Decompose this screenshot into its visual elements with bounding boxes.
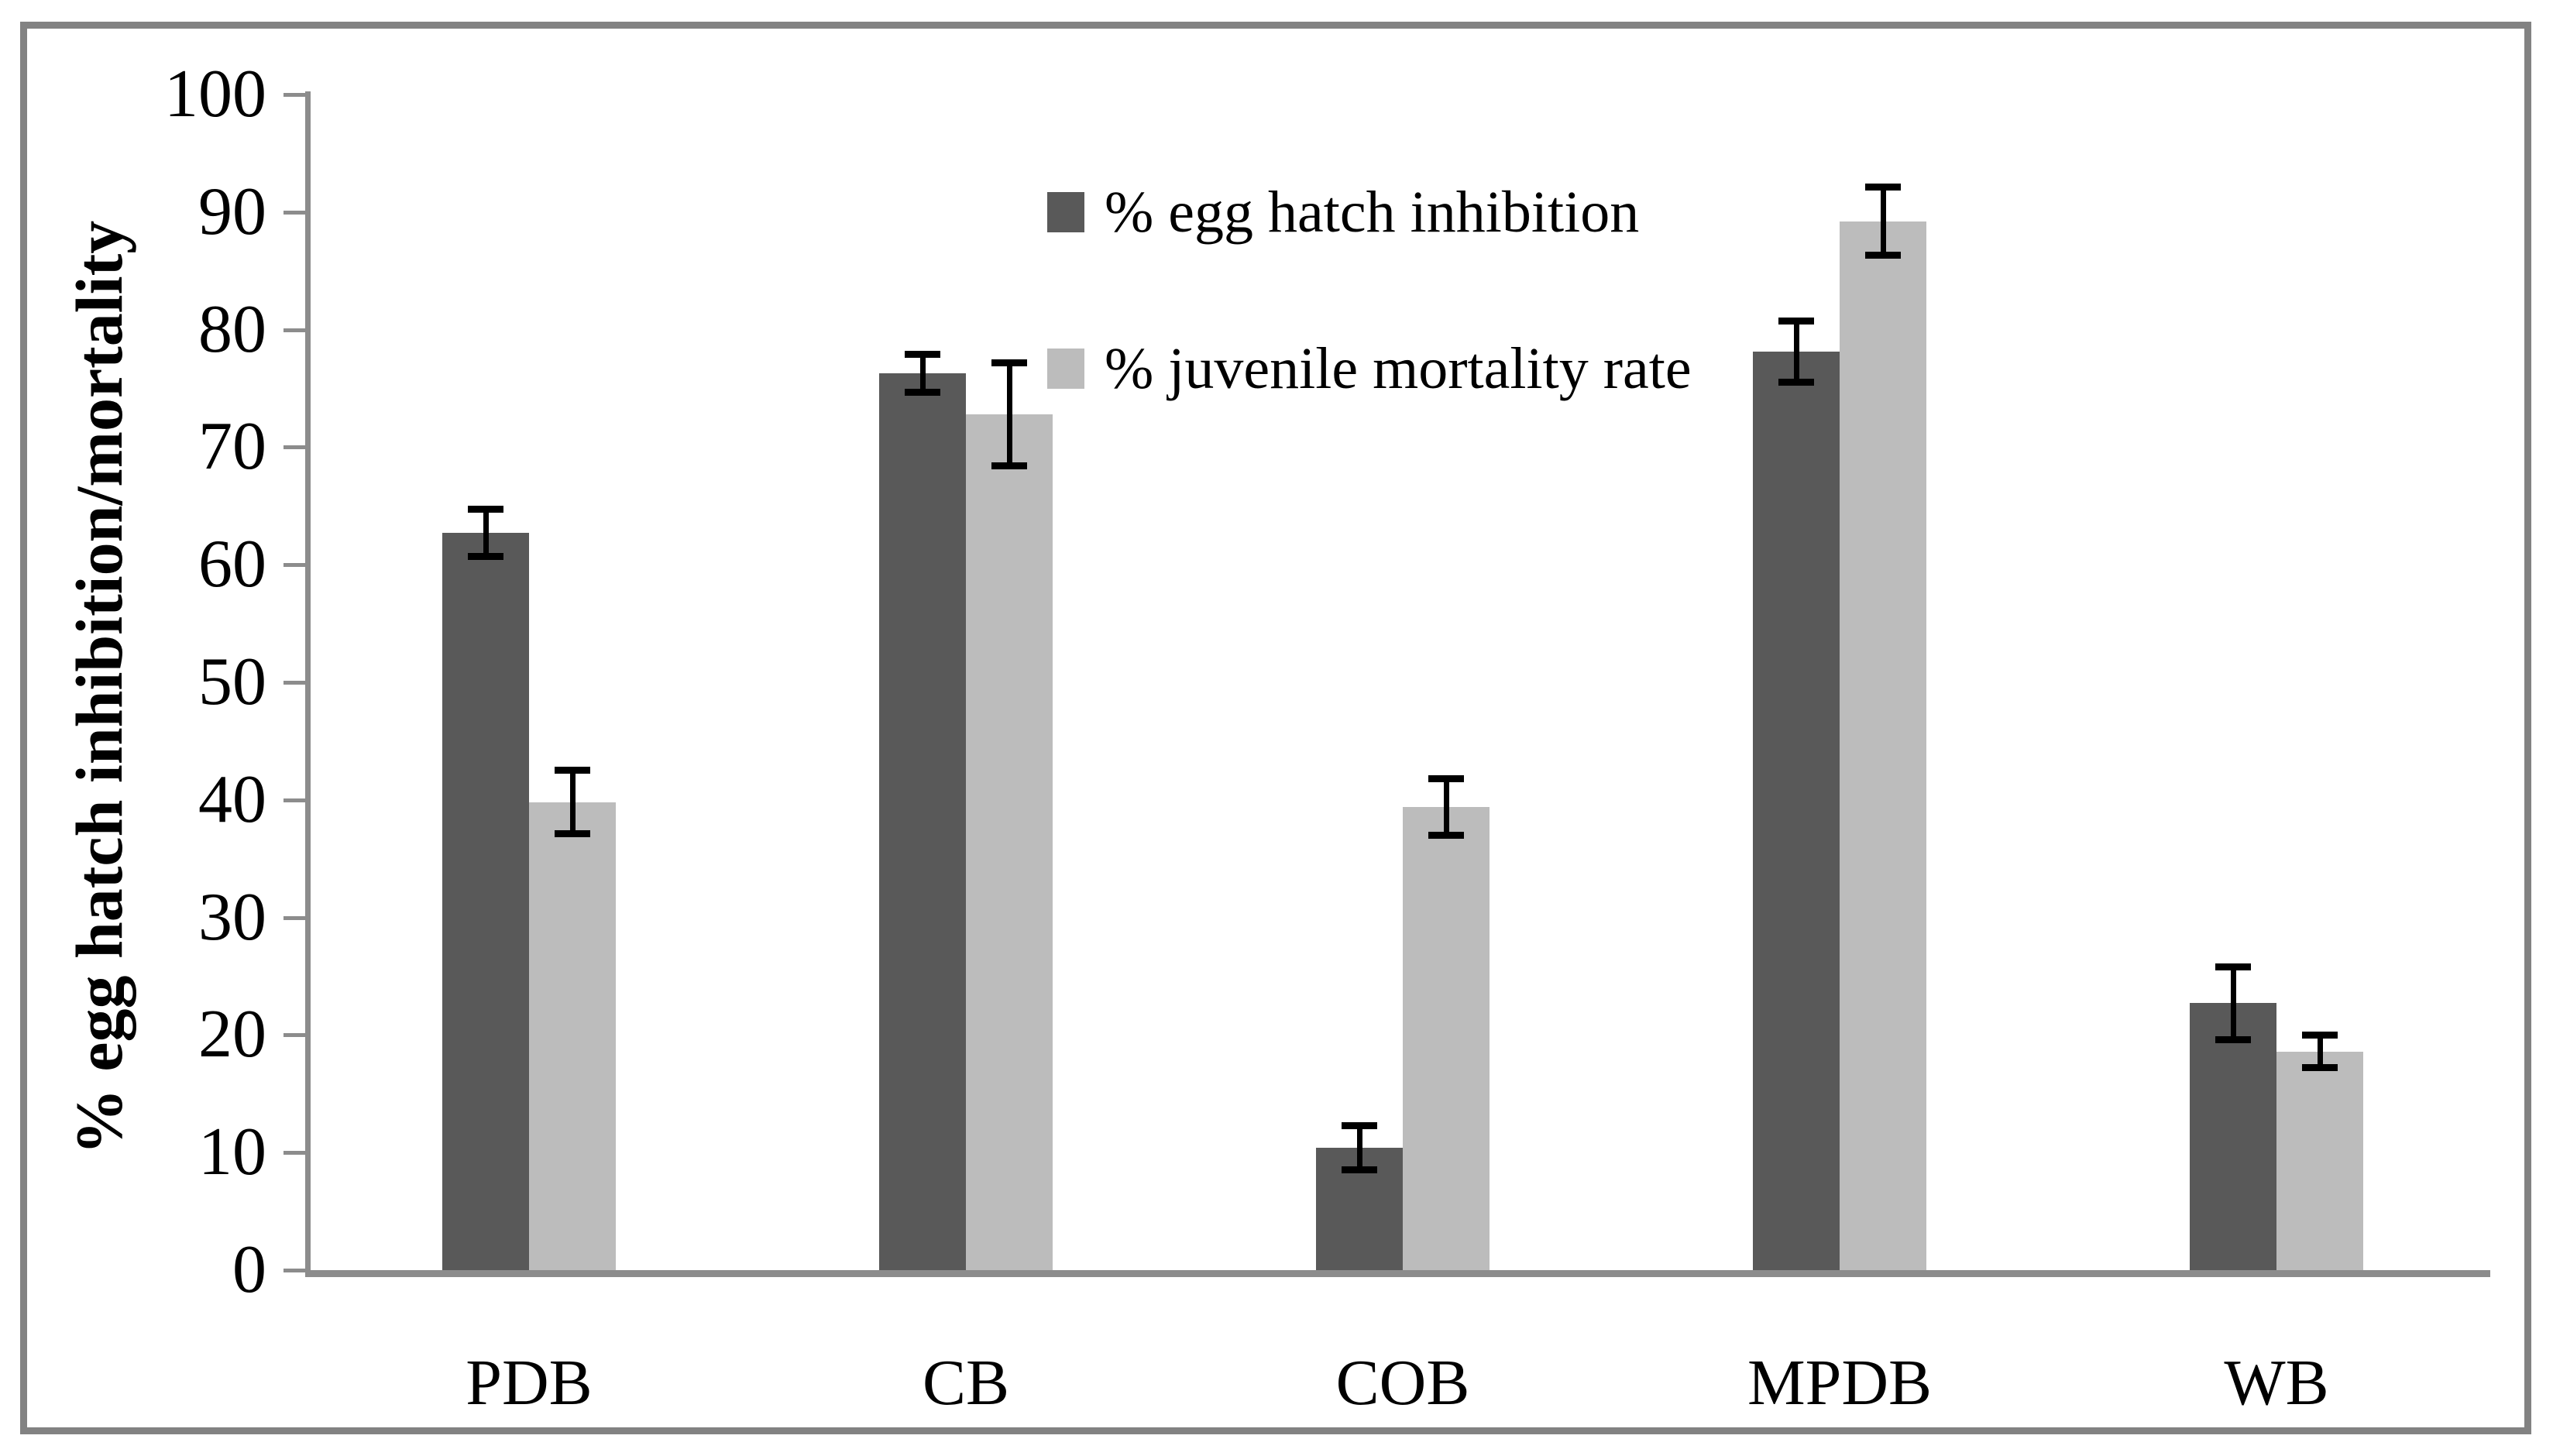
y-tick-mark-50 xyxy=(283,681,305,685)
error-bar-cap-top-PDB-1 xyxy=(555,767,590,774)
bar-egg-hatch-CB xyxy=(879,373,966,1270)
error-bar-cap-bottom-CB-0 xyxy=(905,388,940,396)
y-tick-label-80: 80 xyxy=(198,291,266,367)
error-bar-cap-bottom-CB-1 xyxy=(991,462,1027,470)
legend-swatch-dark-icon xyxy=(1047,192,1084,232)
error-bar-line-COB-0 xyxy=(1356,1125,1362,1170)
error-bar-line-CB-0 xyxy=(919,354,926,393)
error-bar-line-CB-1 xyxy=(1006,362,1012,466)
bar-egg-hatch-PDB xyxy=(442,533,529,1270)
bar-juvenile-mortality-MPDB xyxy=(1840,221,1926,1270)
error-bar-cap-top-CB-0 xyxy=(905,350,940,358)
y-tick-label-20: 20 xyxy=(198,997,266,1073)
error-bar-cap-top-CB-1 xyxy=(991,359,1027,366)
legend-item-juvenile-mortality: % juvenile mortality rate xyxy=(1047,336,1692,401)
legend-item-egg-hatch: % egg hatch inhibition xyxy=(1047,180,1692,245)
y-tick-mark-90 xyxy=(283,210,305,215)
plot-area xyxy=(305,91,2490,1277)
y-tick-label-30: 30 xyxy=(198,879,266,955)
x-category-label-MPDB: MPDB xyxy=(1747,1347,1933,1419)
y-tick-mark-100 xyxy=(283,93,305,97)
error-bar-line-WB-1 xyxy=(2317,1035,2323,1068)
y-tick-mark-0 xyxy=(283,1269,305,1272)
error-bar-cap-top-COB-1 xyxy=(1428,774,1464,782)
y-tick-mark-30 xyxy=(283,915,305,920)
error-bar-cap-bottom-PDB-1 xyxy=(555,830,590,838)
bar-egg-hatch-WB xyxy=(2190,1003,2276,1270)
bar-juvenile-mortality-PDB xyxy=(529,802,616,1270)
y-tick-mark-40 xyxy=(283,798,305,802)
error-bar-line-WB-0 xyxy=(2230,967,2236,1040)
error-bar-cap-top-COB-0 xyxy=(1342,1121,1377,1129)
bar-juvenile-mortality-CB xyxy=(966,414,1053,1270)
y-tick-mark-20 xyxy=(283,1033,305,1038)
y-tick-label-70: 70 xyxy=(198,409,266,485)
error-bar-cap-bottom-COB-0 xyxy=(1342,1166,1377,1174)
error-bar-cap-top-MPDB-1 xyxy=(1865,184,1901,191)
legend-swatch-light-icon xyxy=(1047,349,1084,389)
bar-juvenile-mortality-COB xyxy=(1403,806,1490,1270)
error-bar-cap-top-WB-1 xyxy=(2302,1031,2338,1039)
y-tick-label-10: 10 xyxy=(198,1114,266,1190)
y-tick-label-60: 60 xyxy=(198,527,266,603)
error-bar-line-PDB-0 xyxy=(483,509,489,557)
legend-label-juvenile-mortality: % juvenile mortality rate xyxy=(1105,336,1692,401)
y-tick-label-0: 0 xyxy=(232,1232,266,1307)
y-tick-mark-60 xyxy=(283,563,305,568)
figure-border xyxy=(20,22,2531,1434)
x-category-label-WB: WB xyxy=(2224,1347,2329,1419)
x-category-label-CB: CB xyxy=(922,1347,1010,1419)
y-tick-label-90: 90 xyxy=(198,173,266,249)
bar-juvenile-mortality-WB xyxy=(2276,1051,2363,1270)
error-bar-cap-bottom-MPDB-1 xyxy=(1865,252,1901,259)
error-bar-cap-bottom-PDB-0 xyxy=(468,553,503,561)
error-bar-line-MPDB-1 xyxy=(1880,187,1886,256)
y-tick-label-40: 40 xyxy=(198,761,266,837)
error-bar-cap-bottom-MPDB-0 xyxy=(1778,379,1814,386)
error-bar-cap-bottom-COB-1 xyxy=(1428,831,1464,839)
y-tick-label-100: 100 xyxy=(164,57,266,132)
y-tick-label-50: 50 xyxy=(198,644,266,719)
x-category-label-COB: COB xyxy=(1335,1347,1470,1419)
legend-label-egg-hatch: % egg hatch inhibition xyxy=(1105,180,1640,245)
legend: % egg hatch inhibition % juvenile mortal… xyxy=(1047,180,1692,401)
x-category-label-PDB: PDB xyxy=(466,1347,593,1419)
error-bar-cap-top-MPDB-0 xyxy=(1778,318,1814,325)
error-bar-line-PDB-1 xyxy=(569,770,576,834)
error-bar-line-MPDB-0 xyxy=(1793,321,1799,383)
error-bar-cap-bottom-WB-1 xyxy=(2302,1064,2338,1072)
y-tick-mark-10 xyxy=(283,1151,305,1156)
bar-egg-hatch-MPDB xyxy=(1753,352,1840,1270)
y-tick-mark-80 xyxy=(283,328,305,332)
y-tick-mark-70 xyxy=(283,445,305,450)
error-bar-cap-top-PDB-0 xyxy=(468,506,503,513)
error-bar-line-COB-1 xyxy=(1443,778,1449,836)
error-bar-cap-bottom-WB-0 xyxy=(2215,1035,2251,1043)
error-bar-cap-top-WB-0 xyxy=(2215,963,2251,970)
